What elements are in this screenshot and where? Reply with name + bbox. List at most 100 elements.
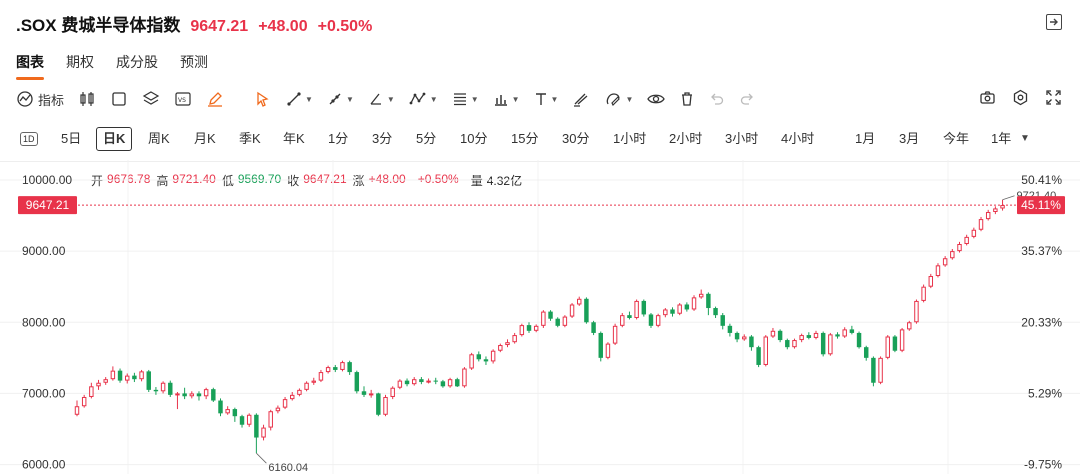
candle-body bbox=[196, 393, 202, 397]
layout-square-button[interactable] bbox=[110, 90, 128, 108]
fib-tool-button[interactable]: ▼ bbox=[452, 91, 479, 107]
period-10min[interactable]: 10分 bbox=[460, 131, 488, 146]
redo-icon bbox=[741, 93, 754, 105]
change-label: 涨 bbox=[352, 174, 365, 188]
candle-body bbox=[734, 332, 740, 340]
delete-drawings-button[interactable] bbox=[679, 91, 695, 107]
pen-tool-button[interactable] bbox=[206, 90, 224, 108]
period-5d[interactable]: 5日 bbox=[61, 131, 82, 146]
candle-body bbox=[756, 347, 761, 365]
chevron-down-icon: ▼ bbox=[625, 94, 634, 104]
candle-body bbox=[706, 293, 711, 309]
period-5min[interactable]: 5分 bbox=[416, 131, 437, 146]
period-ytd[interactable]: 今年 bbox=[943, 131, 970, 146]
candle-body bbox=[555, 318, 560, 326]
high-label: 高 bbox=[156, 174, 169, 188]
redo-button[interactable] bbox=[739, 91, 755, 107]
candle-body bbox=[964, 236, 969, 244]
measure-tool-button[interactable]: ▼ bbox=[493, 91, 520, 107]
note-tool-button[interactable] bbox=[572, 91, 590, 107]
candle-body bbox=[907, 322, 912, 330]
candle-type-button[interactable] bbox=[78, 90, 96, 108]
period-15min[interactable]: 15分 bbox=[511, 131, 539, 146]
candle-body bbox=[849, 329, 855, 333]
period-4h[interactable]: 4小时 bbox=[781, 131, 815, 146]
candle-body bbox=[777, 330, 783, 341]
last-pct-badge bbox=[1017, 196, 1065, 215]
period-1min[interactable]: 1分 bbox=[328, 131, 349, 146]
candlestick-chart[interactable]: 10000.00 50.41% 9000.00 35.37% 8000.00 20.33%… bbox=[0, 160, 1080, 474]
cursor-tool-button[interactable] bbox=[254, 90, 272, 108]
candle-body bbox=[168, 382, 173, 395]
candle-body bbox=[634, 300, 639, 319]
period-daily[interactable]: 日K bbox=[96, 127, 133, 151]
period-3h[interactable]: 3小时 bbox=[725, 131, 759, 146]
ray-tool-button[interactable]: ▼ bbox=[327, 91, 354, 107]
candle-body bbox=[347, 362, 352, 373]
candle-body bbox=[490, 350, 496, 362]
period-30min[interactable]: 30分 bbox=[562, 131, 590, 146]
fullscreen-icon[interactable] bbox=[1045, 89, 1062, 106]
tab-forecast[interactable]: 预测 bbox=[180, 54, 208, 70]
candle-body bbox=[153, 389, 159, 392]
period-1d-icon[interactable]: 1D bbox=[20, 132, 38, 146]
layers-button[interactable] bbox=[142, 90, 160, 108]
period-3min[interactable]: 3分 bbox=[372, 131, 393, 146]
period-quarterly[interactable]: 季K bbox=[239, 131, 261, 146]
open-label: 开 bbox=[91, 174, 104, 188]
y-tick-label: 6000.00 bbox=[22, 458, 66, 472]
period-1month[interactable]: 1月 bbox=[855, 131, 876, 146]
candle-body bbox=[297, 389, 302, 395]
period-monthly[interactable]: 月K bbox=[194, 131, 216, 146]
magnet-tool-button[interactable]: ▼ bbox=[604, 91, 633, 107]
candle-body bbox=[383, 396, 388, 415]
candle-body bbox=[763, 336, 769, 365]
high-value: 9721.40 bbox=[172, 172, 216, 186]
change-pct-value: +0.50% bbox=[417, 172, 459, 186]
indicator-button[interactable]: 指标 bbox=[16, 90, 64, 109]
period-2h[interactable]: 2小时 bbox=[669, 131, 703, 146]
line-tool-button[interactable]: ▼ bbox=[286, 91, 313, 107]
candle-body bbox=[533, 325, 539, 331]
y-tick-label: 7000.00 bbox=[22, 386, 66, 400]
undo-button[interactable] bbox=[709, 91, 725, 107]
candle-body bbox=[175, 393, 180, 396]
candle-body bbox=[698, 293, 704, 298]
candle-body bbox=[942, 258, 948, 266]
tab-options[interactable]: 期权 bbox=[66, 54, 94, 70]
period-yearly[interactable]: 年K bbox=[283, 131, 305, 146]
period-1year[interactable]: 1年 bbox=[991, 131, 1012, 146]
period-1h[interactable]: 1小时 bbox=[613, 131, 647, 146]
visibility-button[interactable] bbox=[647, 91, 666, 107]
chevron-down-icon: ▼ bbox=[550, 94, 559, 104]
candle-body bbox=[828, 334, 833, 355]
candle-body bbox=[268, 411, 273, 428]
period-weekly[interactable]: 周K bbox=[148, 131, 170, 146]
camera-icon[interactable] bbox=[979, 89, 996, 106]
quote-header: .SOX 费城半导体指数 9647.21 +48.00 +0.50% bbox=[16, 11, 372, 36]
candle-body bbox=[950, 251, 955, 259]
candle-body bbox=[727, 325, 733, 333]
tab-chart[interactable]: 图表 bbox=[16, 52, 44, 80]
settings-icon[interactable] bbox=[1012, 89, 1029, 106]
exit-fullscreen-icon[interactable] bbox=[1046, 14, 1062, 30]
angle-tool-button[interactable]: ▼ bbox=[368, 91, 395, 107]
candle-body bbox=[89, 386, 94, 397]
candle-body bbox=[225, 409, 230, 414]
candle-body bbox=[261, 427, 266, 438]
candle-body bbox=[254, 414, 259, 438]
candle-body bbox=[512, 335, 517, 343]
layers-icon bbox=[142, 91, 160, 105]
candle-body bbox=[813, 332, 819, 338]
chevron-down-icon[interactable]: ▼ bbox=[1020, 133, 1030, 144]
tab-constituents[interactable]: 成分股 bbox=[116, 54, 158, 70]
period-3month[interactable]: 3月 bbox=[899, 131, 920, 146]
candle-body bbox=[354, 372, 360, 392]
candle-body bbox=[411, 379, 417, 385]
compare-button[interactable]: VS bbox=[174, 90, 192, 108]
pattern-tool-button[interactable]: ▼ bbox=[409, 91, 438, 107]
angle-icon bbox=[370, 93, 381, 105]
text-tool-button[interactable]: ▼ bbox=[534, 91, 559, 107]
candle-body bbox=[749, 336, 754, 348]
candle-body bbox=[885, 336, 890, 358]
